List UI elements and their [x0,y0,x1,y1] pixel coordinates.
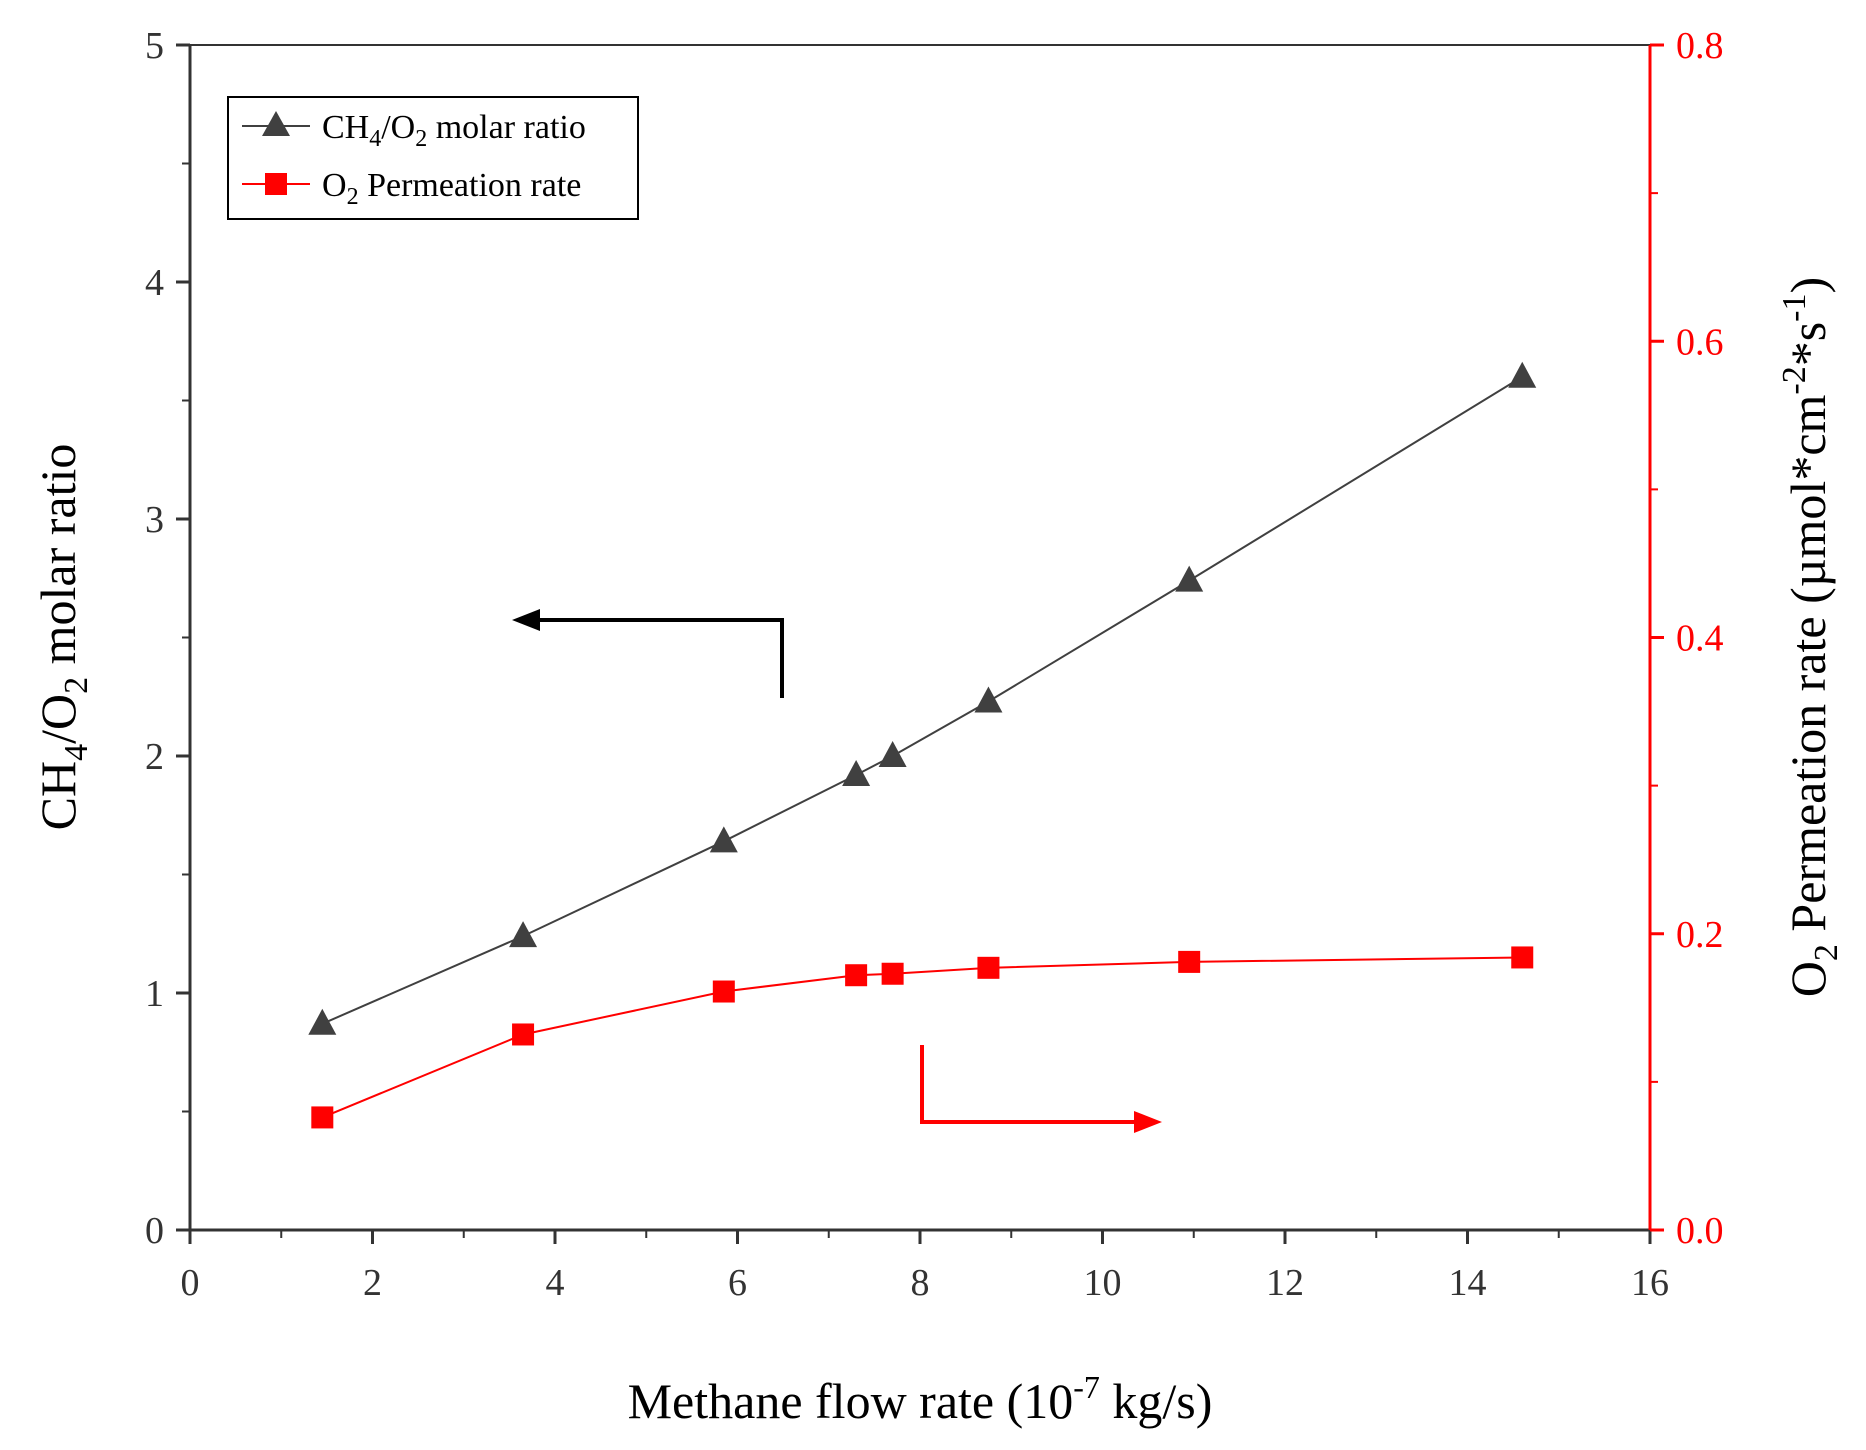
square-marker-icon [265,173,287,195]
x-axis-title: Methane flow rate (10-7 kg/s) [628,1369,1213,1429]
left-axis-arrow [512,609,784,698]
legend-label-ratio: CH4/O2 molar ratio [322,109,586,152]
right-axis-title: O2 Permeation rate (µmol*cm-2*s-1) [1776,277,1845,997]
data-point-permeation [1511,946,1534,969]
x-tick-label: 4 [546,1262,565,1304]
left-axis-title: CH4/O2 molar ratio [30,444,95,831]
y-left-tick-label: 0 [145,1210,164,1252]
data-point-permeation [311,1106,334,1129]
data-point-ratio [974,686,1003,713]
data-point-permeation [881,962,904,985]
data-point-ratio [1175,565,1204,592]
y-left-tick-label: 2 [145,736,164,778]
legend-item-ratio: CH4/O2 molar ratio [242,109,586,152]
data-point-ratio [1508,361,1537,388]
x-tick-label: 10 [1084,1262,1122,1304]
x-tick-label: 2 [363,1262,382,1304]
y-left-tick-label: 5 [145,25,164,67]
series-line-1 [321,956,1523,1119]
x-tick-label: 12 [1266,1262,1304,1304]
x-tick-label: 0 [181,1262,200,1304]
y-left-tick-label: 3 [145,499,164,541]
data-point-permeation [1178,950,1201,973]
x-tick-label: 14 [1449,1262,1487,1304]
y-left-tick-label: 1 [145,973,164,1015]
data-point-permeation [512,1023,535,1046]
data-point-ratio [308,1008,337,1035]
data-point-permeation [845,964,868,987]
y-left-tick-label: 4 [145,262,164,304]
data-point-permeation [977,956,1000,979]
data-point-permeation [712,980,735,1003]
series-line-0 [321,375,1523,1025]
y-right-tick-label: 0.2 [1676,914,1724,956]
y-right-tick-label: 0.6 [1676,321,1724,363]
legend-item-permeation: O2 Permeation rate [242,167,581,210]
right-axis-arrow [920,1045,1162,1133]
y-right-tick-label: 0.8 [1676,25,1724,67]
triangle-marker-icon [262,111,290,136]
data-point-ratio [878,741,907,767]
data-point-ratio [509,921,538,948]
legend: CH4/O2 molar ratio O2 Permeation rate [227,96,639,220]
y-right-tick-label: 0.4 [1676,618,1724,660]
legend-box [227,96,639,220]
y-right-tick-label: 0.0 [1676,1210,1724,1252]
x-tick-label: 16 [1631,1262,1669,1304]
data-point-ratio [709,826,738,853]
data-point-ratio [842,759,871,786]
x-tick-label: 6 [728,1262,747,1304]
legend-label-permeation: O2 Permeation rate [322,167,581,210]
x-tick-label: 8 [911,1262,930,1304]
